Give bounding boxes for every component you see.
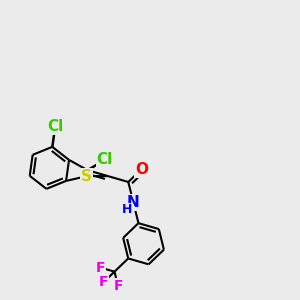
- Text: O: O: [135, 162, 148, 177]
- Text: F: F: [95, 260, 105, 274]
- Text: Cl: Cl: [47, 119, 63, 134]
- Text: N: N: [127, 195, 140, 210]
- Text: H: H: [122, 203, 132, 216]
- Text: S: S: [81, 169, 92, 184]
- Text: F: F: [99, 275, 109, 289]
- Text: Cl: Cl: [97, 152, 113, 167]
- Text: F: F: [113, 279, 123, 293]
